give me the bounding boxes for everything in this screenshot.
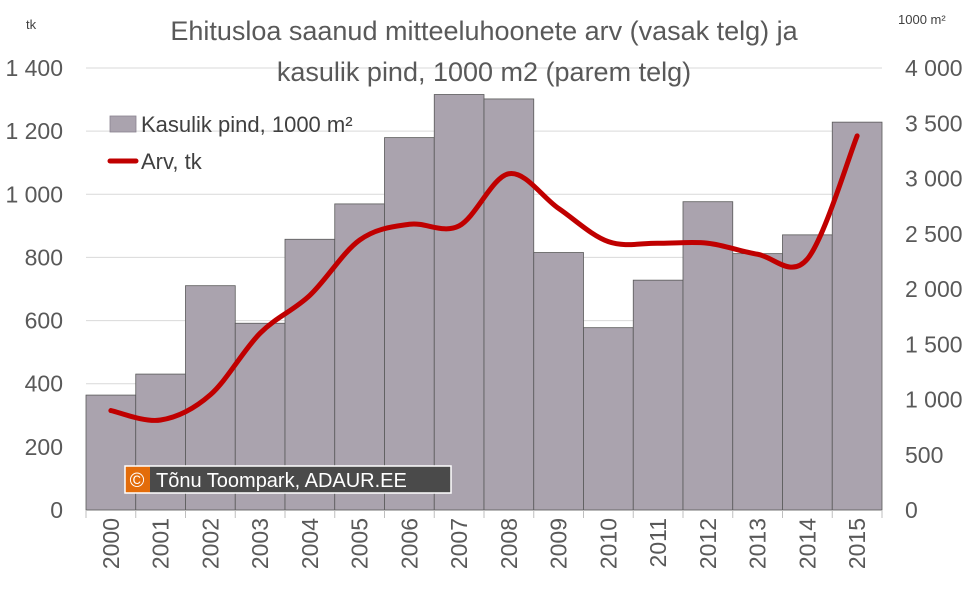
bar-2012	[682, 201, 734, 511]
bar-2009	[533, 252, 584, 511]
x-tick-label-2012: 2012	[695, 518, 721, 569]
x-tick-label-2006: 2006	[396, 518, 422, 569]
left-tick-label: 600	[25, 308, 63, 334]
bar-2011	[632, 279, 684, 511]
right-tick-label: 4 000	[905, 55, 963, 81]
bar-2007	[433, 94, 485, 511]
left-tick-label: 400	[25, 371, 63, 397]
bar-2008	[483, 98, 535, 511]
right-tick-label: 1 500	[905, 331, 963, 357]
left-axis-ticks: 0 200 400 600 800 1 000 1 200 1 400	[5, 55, 63, 523]
x-tick-label-2008: 2008	[496, 518, 522, 569]
right-tick-label: 3 500	[905, 110, 963, 136]
left-axis-unit: tk	[26, 17, 37, 32]
x-tick-label-2005: 2005	[347, 518, 373, 569]
watermark-copyright-icon: ©	[130, 470, 145, 492]
left-tick-label: 1 200	[5, 118, 63, 144]
x-tick-label-2010: 2010	[595, 518, 621, 569]
legend: Kasulik pind, 1000 m² Arv, tk	[107, 112, 353, 174]
x-tick-label-2003: 2003	[247, 518, 273, 569]
x-tick-label-2015: 2015	[844, 518, 870, 569]
right-tick-label: 0	[905, 497, 918, 523]
bar-series	[85, 94, 883, 511]
bar-2006	[384, 137, 435, 511]
bar-2015	[831, 121, 883, 511]
left-tick-label: 800	[25, 244, 63, 270]
right-axis-unit: 1000 m²	[898, 12, 946, 27]
x-tick-label-2013: 2013	[745, 518, 771, 569]
left-tick-label: 1 000	[5, 181, 63, 207]
line-series	[108, 133, 860, 423]
x-tick-label-2009: 2009	[546, 518, 572, 569]
bar-2013	[732, 253, 783, 511]
x-tick-label-2000: 2000	[98, 518, 124, 569]
x-tick-label-2001: 2001	[148, 518, 174, 569]
right-tick-label: 500	[905, 442, 943, 468]
right-tick-label: 1 000	[905, 387, 963, 413]
x-tick-label-2004: 2004	[297, 518, 323, 569]
chart-title-line-1: Ehitusloa saanud mitteeluhoonete arv (va…	[170, 16, 798, 46]
watermark: © Tõnu Toompark, ADAUR.EE	[124, 465, 452, 494]
bar-2005	[334, 203, 385, 511]
legend-bar-label: Kasulik pind, 1000 m²	[141, 112, 353, 137]
right-axis-ticks: 0 500 1 000 1 500 2 000 2 500 3 000 3 500 4 000	[905, 55, 963, 523]
right-tick-label: 2 000	[905, 276, 963, 302]
x-tick-label-2014: 2014	[794, 518, 820, 569]
x-tick-label-2002: 2002	[197, 518, 223, 569]
bar-2014	[782, 234, 833, 511]
right-tick-label: 3 000	[905, 166, 963, 192]
legend-bar-swatch	[109, 115, 137, 133]
x-tick-label-2007: 2007	[446, 518, 472, 569]
line-arv-tk	[108, 133, 860, 423]
chart-title-line-2: kasulik pind, 1000 m2 (parem telg)	[277, 57, 691, 87]
x-tick-label-2011: 2011	[645, 518, 671, 567]
left-tick-label: 200	[25, 434, 63, 460]
legend-line-label: Arv, tk	[141, 149, 203, 174]
x-axis-ticks: 2000 2001 2002 2003 2004 2005 2006 2007 2008 2009…	[85, 510, 883, 569]
right-tick-label: 2 500	[905, 221, 963, 247]
left-tick-label: 1 400	[5, 55, 63, 81]
watermark-text: Tõnu Toompark, ADAUR.EE	[156, 470, 407, 492]
left-tick-label: 0	[50, 497, 63, 523]
bar-2010	[583, 327, 634, 511]
